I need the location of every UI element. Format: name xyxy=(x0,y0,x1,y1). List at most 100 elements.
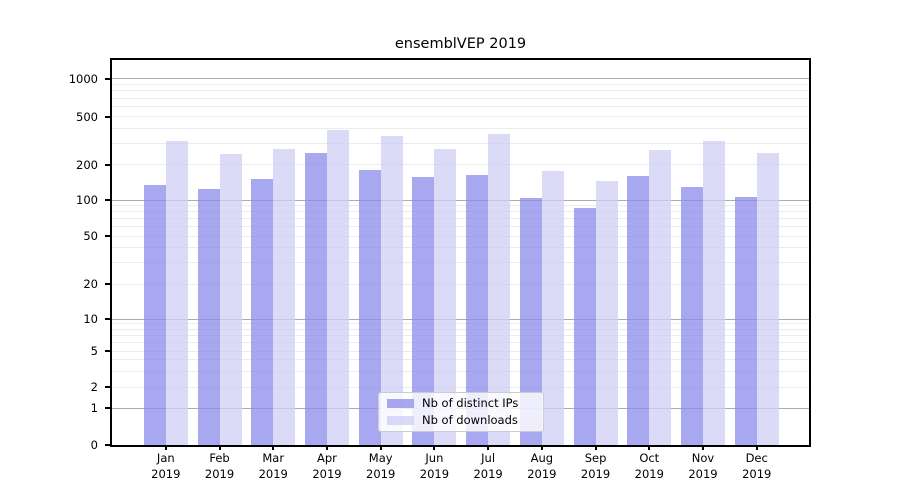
legend-row-downloads: Nb of downloads xyxy=(387,414,543,427)
x-tick xyxy=(218,445,221,450)
y-tick-label: 20 xyxy=(83,277,98,291)
minor-gridline xyxy=(112,334,809,336)
y-tick xyxy=(105,444,112,446)
bar-distinct-ips-jul-2019 xyxy=(466,174,489,445)
minor-gridline xyxy=(112,218,809,220)
bar-distinct-ips-jan-2019 xyxy=(143,185,166,445)
bar-downloads-may-2019 xyxy=(380,135,403,445)
x-tick-label: Nov 2019 xyxy=(688,451,718,481)
x-tick xyxy=(594,445,597,450)
minor-gridline xyxy=(112,83,809,85)
x-tick-label: Aug 2019 xyxy=(527,451,557,481)
y-tick xyxy=(105,386,112,388)
bar-downloads-mar-2019 xyxy=(273,149,296,445)
minor-gridline xyxy=(112,386,809,388)
legend-swatch-downloads xyxy=(387,416,414,425)
minor-gridline xyxy=(112,328,809,330)
minor-gridline xyxy=(112,226,809,228)
x-tick xyxy=(487,445,490,450)
bar-distinct-ips-aug-2019 xyxy=(519,197,542,445)
bar-downloads-nov-2019 xyxy=(703,141,725,445)
minor-gridline xyxy=(112,97,809,99)
x-tick xyxy=(272,445,275,450)
minor-gridline xyxy=(112,142,809,144)
bar-downloads-oct-2019 xyxy=(649,150,672,445)
bar-downloads-sep-2019 xyxy=(595,180,618,445)
bar-downloads-jan-2019 xyxy=(165,140,188,445)
y-tick xyxy=(105,77,112,80)
minor-gridline xyxy=(112,164,809,165)
y-tick xyxy=(105,350,112,352)
bar-downloads-aug-2019 xyxy=(541,171,564,445)
x-tick xyxy=(702,445,704,450)
bar-distinct-ips-jun-2019 xyxy=(412,177,435,445)
major-gridline xyxy=(112,78,809,79)
y-tick xyxy=(105,199,112,201)
legend-label-distinct-ips: Nb of distinct IPs xyxy=(422,396,519,410)
x-tick-label: Jan 2019 xyxy=(151,451,181,481)
y-tick-label: 0 xyxy=(90,438,98,452)
bar-distinct-ips-mar-2019 xyxy=(251,178,274,445)
x-tick xyxy=(648,445,651,450)
major-gridline xyxy=(112,199,809,201)
minor-gridline xyxy=(112,235,809,237)
major-gridline xyxy=(112,318,809,320)
y-tick xyxy=(105,163,112,166)
x-tick-label: Feb 2019 xyxy=(204,451,235,481)
x-tick-label: Oct 2019 xyxy=(634,451,664,481)
minor-gridline xyxy=(112,262,809,264)
x-tick xyxy=(540,445,543,450)
y-tick xyxy=(105,235,112,237)
bar-distinct-ips-nov-2019 xyxy=(681,187,703,445)
bar-downloads-jul-2019 xyxy=(488,134,511,445)
y-tick-label: 10 xyxy=(83,312,98,326)
bar-downloads-dec-2019 xyxy=(756,153,779,445)
minor-gridline xyxy=(112,323,809,325)
minor-gridline xyxy=(112,370,809,372)
y-tick-label: 200 xyxy=(76,157,98,172)
minor-gridline xyxy=(112,359,809,361)
x-tick xyxy=(325,445,328,450)
bar-downloads-apr-2019 xyxy=(326,129,349,445)
y-tick-label: 500 xyxy=(76,109,98,124)
bar-distinct-ips-dec-2019 xyxy=(734,196,757,445)
bar-distinct-ips-may-2019 xyxy=(358,170,381,445)
minor-gridline xyxy=(112,106,809,107)
minor-gridline xyxy=(112,342,809,344)
x-tick-label: Jun 2019 xyxy=(419,451,450,481)
minor-gridline xyxy=(112,90,809,92)
x-tick-label: Mar 2019 xyxy=(258,451,288,481)
plot-frame xyxy=(110,58,811,447)
bar-downloads-feb-2019 xyxy=(219,154,242,445)
minor-gridline xyxy=(112,211,809,213)
bar-distinct-ips-feb-2019 xyxy=(197,188,220,445)
minor-gridline xyxy=(112,204,809,206)
bar-distinct-ips-sep-2019 xyxy=(573,208,596,445)
plot-area xyxy=(112,60,809,445)
x-tick xyxy=(379,445,382,450)
minor-gridline xyxy=(112,350,809,352)
legend: Nb of distinct IPs Nb of downloads xyxy=(378,392,544,432)
bar-downloads-jun-2019 xyxy=(434,148,457,445)
minor-gridline xyxy=(112,283,809,285)
y-tick xyxy=(105,283,112,285)
x-tick xyxy=(755,445,758,450)
y-tick xyxy=(105,115,112,118)
y-tick-label: 1 xyxy=(90,401,98,415)
x-tick-label: Sep 2019 xyxy=(580,451,611,481)
x-tick-label: Apr 2019 xyxy=(312,451,342,481)
y-tick-label: 50 xyxy=(83,229,98,243)
minor-gridline xyxy=(112,116,809,117)
y-tick-label: 100 xyxy=(76,193,98,207)
y-tick-label: 2 xyxy=(90,380,98,394)
bar-distinct-ips-apr-2019 xyxy=(304,153,327,445)
x-tick-label: Jul 2019 xyxy=(473,451,503,481)
y-tick-label: 5 xyxy=(90,344,98,358)
x-tick-label: May 2019 xyxy=(366,451,396,481)
y-tick xyxy=(105,318,112,320)
bar-distinct-ips-oct-2019 xyxy=(627,175,650,445)
minor-gridline xyxy=(112,127,809,129)
minor-gridline xyxy=(112,247,809,249)
x-tick xyxy=(433,445,436,450)
